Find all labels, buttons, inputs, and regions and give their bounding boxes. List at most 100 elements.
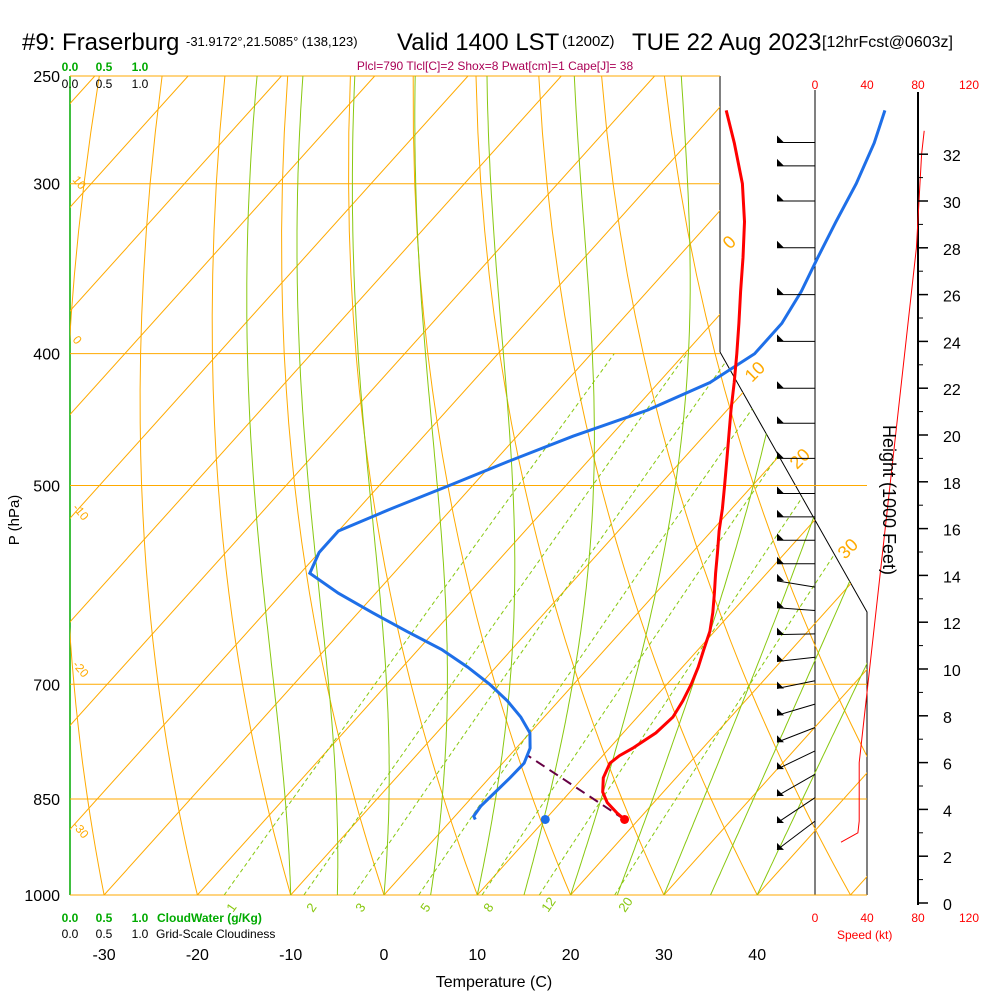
- moist-adiabat-label: 0: [70, 333, 85, 347]
- pressure-tick-label: 300: [33, 177, 60, 194]
- height-tick-label: 14: [943, 569, 961, 586]
- mixing-ratio-label: 20: [615, 894, 636, 914]
- wind-barb-shaft: [776, 607, 816, 611]
- height-tick-label: 20: [943, 429, 961, 446]
- cloud-water-tick: 1.0: [132, 60, 149, 74]
- pressure-tick-label: 400: [33, 347, 60, 364]
- wind-speed-tick: 120: [959, 78, 979, 92]
- wind-panel: [776, 130, 925, 851]
- isotherm-line: [70, 76, 376, 895]
- mixing-ratio-line: [481, 353, 849, 895]
- mixing-ratio-line: [223, 353, 615, 895]
- height-scale-edge: [719, 351, 868, 895]
- temperature-tick-label: 0: [380, 947, 389, 964]
- wind-barb-flag: [777, 762, 784, 770]
- height-tick-label: 6: [943, 757, 952, 774]
- dry-adiabat-label: 30: [834, 535, 862, 563]
- temperature-tick-label: -10: [279, 947, 302, 964]
- height-tick-label: 10: [943, 663, 961, 680]
- wind-barb-flag: [777, 381, 784, 389]
- moist-adiabat-line: [476, 76, 516, 895]
- height-tick-label: 4: [943, 803, 952, 820]
- wind-barb-shaft: [776, 703, 816, 716]
- height-tick-label: 8: [943, 710, 952, 727]
- wind-barb-flag: [777, 509, 784, 517]
- cloud-water-tick: 0.5: [96, 911, 113, 925]
- height-tick-label: 2: [943, 850, 952, 867]
- wind-barb-flag: [777, 654, 784, 662]
- wind-barb-flag: [777, 556, 784, 564]
- isotherm-line: [103, 76, 842, 895]
- surface-dewpoint-dot: [540, 814, 550, 824]
- moist-adiabat-line: [570, 76, 691, 895]
- moist-adiabat-line: [756, 76, 867, 895]
- wind-speed-tick: 80: [911, 911, 925, 925]
- mixing-ratio-line: [418, 353, 792, 895]
- dry-adiabat-line: [0, 76, 36, 895]
- surface-temperature-dot: [620, 814, 630, 824]
- height-tick-label: 22: [943, 382, 961, 399]
- wind-barb-shaft: [776, 750, 816, 770]
- wind-barb-flag: [777, 135, 784, 143]
- wind-barb-flag: [777, 573, 784, 581]
- wind-speed-tick: 120: [959, 911, 979, 925]
- wind-barb-shaft: [776, 820, 816, 851]
- y-axis-title: P (hPa): [6, 495, 23, 546]
- wind-barb-shaft: [776, 680, 816, 689]
- height-tick-label: 16: [943, 523, 961, 540]
- wind-barb-flag: [777, 287, 784, 295]
- mixing-ratio-label: 5: [417, 900, 433, 915]
- cloudiness-tick: 1.0: [132, 77, 149, 91]
- dry-adiabat-line: [281, 76, 385, 895]
- dry-adiabat-label: 0: [719, 232, 740, 253]
- isotherm-line: [70, 76, 655, 895]
- temperature-tick-label: -30: [93, 947, 116, 964]
- height-tick-label: 18: [943, 476, 961, 493]
- isotherm-line: [70, 76, 749, 895]
- cloudiness-tick: 0.5: [96, 927, 113, 941]
- dry-adiabat-line: [475, 76, 665, 895]
- cloud-water-tick: 1.0: [132, 911, 149, 925]
- temperature-tick-label: 40: [748, 947, 766, 964]
- dry-adiabat-line: [139, 76, 198, 895]
- cloudiness-tick: 0.0: [62, 77, 79, 91]
- temperature-line: [601, 110, 747, 821]
- wind-speed-profile-line: [840, 130, 925, 843]
- isotherm-line: [70, 76, 282, 895]
- moist-adiabat-line: [710, 76, 867, 895]
- wind-barb-shaft: [776, 727, 816, 743]
- pressure-tick-label: 700: [33, 677, 60, 694]
- wind-speed-tick: 80: [911, 78, 925, 92]
- dewpoint-line: [307, 109, 887, 821]
- height-tick-label: 26: [943, 289, 961, 306]
- isotherm-line: [70, 76, 562, 895]
- mixing-ratio-line: [303, 353, 688, 895]
- wind-barb-shaft: [776, 797, 816, 824]
- cloudiness-tick: 0.5: [96, 77, 113, 91]
- cloud-water-tick: 0.0: [62, 60, 79, 74]
- pressure-tick-label: 500: [33, 479, 60, 496]
- isotherm-line: [70, 76, 469, 895]
- dry-adiabat-line: [412, 76, 572, 895]
- parcel-path-line: [527, 754, 626, 821]
- valid-time: Valid 1400 LST: [397, 29, 560, 56]
- temperature-tick-label: 30: [655, 947, 673, 964]
- isotherm-line: [290, 76, 867, 895]
- isotherm-line: [663, 76, 867, 895]
- dry-adiabat-line: [70, 76, 105, 895]
- wind-barb-flag: [777, 735, 784, 743]
- cloudiness-tick: 0.0: [62, 927, 79, 941]
- wind-barb-flag: [777, 486, 784, 494]
- stability-indices: Plcl=790 Tlcl[C]=2 Shox=8 Pwat[cm]=1 Cap…: [357, 59, 634, 73]
- pressure-tick-label: 1000: [24, 888, 60, 905]
- moist-adiabat-line: [414, 76, 448, 895]
- temperature-tick-label: 20: [562, 947, 580, 964]
- wind-barb-flag: [777, 416, 784, 424]
- height-tick-label: 24: [943, 335, 961, 352]
- mixing-ratio-label: 2: [303, 900, 319, 915]
- moist-adiabat-label: -10: [70, 501, 92, 524]
- moist-adiabat-line: [246, 76, 292, 895]
- moist-adiabat-line: [663, 76, 867, 895]
